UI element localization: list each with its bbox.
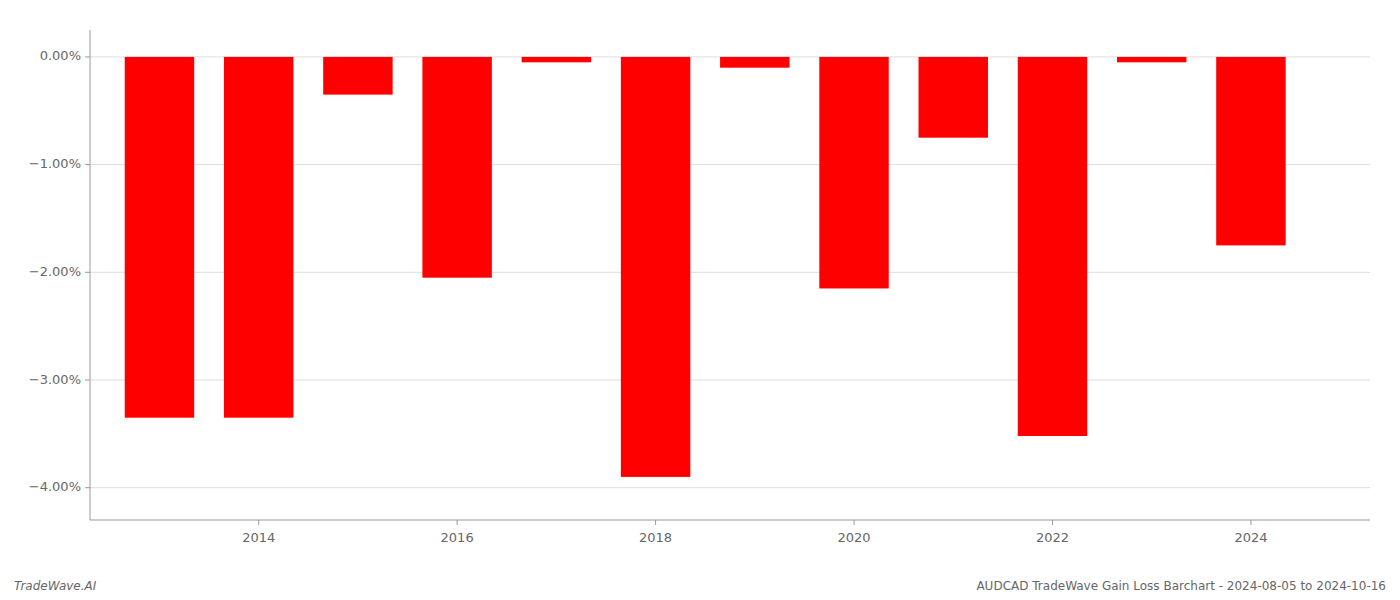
bar bbox=[224, 57, 293, 418]
x-tick bbox=[655, 520, 656, 525]
bar bbox=[323, 57, 392, 95]
title: AUDCAD TradeWave Gain Loss Barchart - 20… bbox=[976, 579, 1386, 593]
bar bbox=[422, 57, 491, 278]
footer: TradeWave.AI bbox=[14, 579, 97, 593]
chart-container: 0.00%−1.00%−2.00%−3.00%−4.00%20142016201… bbox=[0, 0, 1400, 600]
bars bbox=[125, 57, 1286, 477]
x-tick-label: 2014 bbox=[242, 530, 275, 545]
y-tick bbox=[85, 56, 90, 57]
chart-svg: 0.00%−1.00%−2.00%−3.00%−4.00%20142016201… bbox=[0, 0, 1400, 600]
x-tick-label: 2022 bbox=[1036, 530, 1069, 545]
grid bbox=[90, 57, 1370, 488]
y-axis-line bbox=[90, 30, 91, 520]
y-tick bbox=[85, 380, 90, 381]
bar bbox=[1117, 57, 1186, 62]
bar bbox=[1018, 57, 1087, 436]
x-tick-label: 2024 bbox=[1234, 530, 1267, 545]
bar bbox=[919, 57, 988, 138]
y-tick bbox=[85, 487, 90, 488]
y-axis: 0.00% −1.00% −2.00% −3.00% −4.00% bbox=[29, 30, 90, 520]
y-tick bbox=[85, 164, 90, 165]
x-axis: 2014 2016 2018 2020 2022 2024 bbox=[90, 520, 1370, 545]
y-tick bbox=[85, 272, 90, 273]
y-tick-label: −2.00% bbox=[29, 264, 81, 279]
x-tick bbox=[1052, 520, 1053, 525]
bar bbox=[125, 57, 194, 418]
bar bbox=[621, 57, 690, 477]
x-tick-label: 2020 bbox=[837, 530, 870, 545]
x-tick-label: 2016 bbox=[441, 530, 474, 545]
x-tick bbox=[258, 520, 259, 525]
grid-line bbox=[90, 487, 1370, 488]
y-tick-label: 0.00% bbox=[40, 48, 81, 63]
x-axis-line bbox=[90, 520, 1370, 521]
y-tick-label: −4.00% bbox=[29, 479, 81, 494]
bar bbox=[819, 57, 888, 289]
x-tick-label: 2018 bbox=[639, 530, 672, 545]
y-tick-label: −1.00% bbox=[29, 156, 81, 171]
bar bbox=[522, 57, 591, 62]
bar bbox=[720, 57, 789, 68]
x-tick bbox=[457, 520, 458, 525]
x-tick bbox=[854, 520, 855, 525]
bar bbox=[1216, 57, 1285, 245]
y-tick-label: −3.00% bbox=[29, 372, 81, 387]
x-tick bbox=[1250, 520, 1251, 525]
